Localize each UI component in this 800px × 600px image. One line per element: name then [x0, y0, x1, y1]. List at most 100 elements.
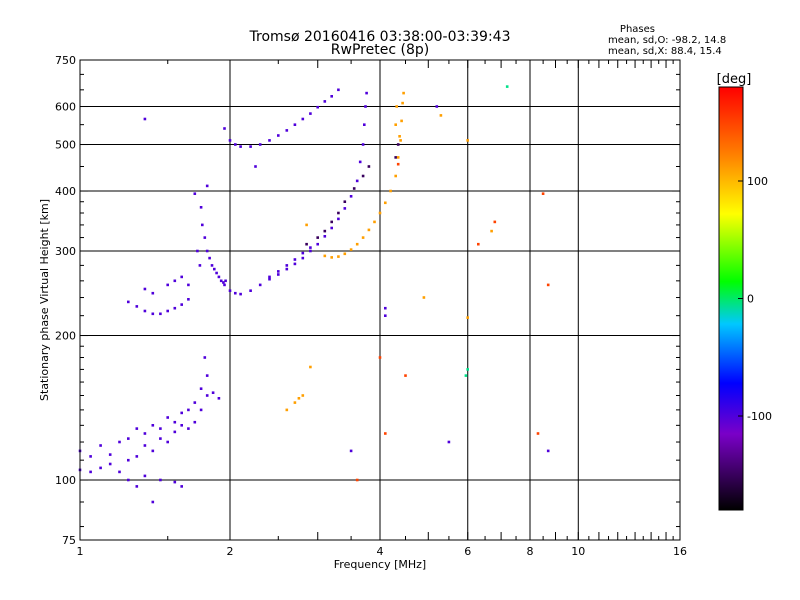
data-point — [198, 264, 202, 267]
data-point — [293, 123, 297, 126]
stats-line-o: mean, sd,O: -98.2, 14.8 — [608, 35, 726, 46]
data-point — [180, 411, 183, 415]
data-point — [309, 112, 312, 115]
data-point — [228, 289, 232, 292]
data-point — [384, 201, 387, 205]
colorbar-tick-label: 100 — [747, 175, 768, 188]
colorbar-label: [deg] — [717, 72, 752, 87]
data-point — [254, 165, 257, 168]
data-point — [180, 303, 183, 306]
data-point — [249, 289, 252, 292]
data-point — [349, 248, 353, 251]
data-point — [193, 192, 197, 195]
x-tick-label: 4 — [377, 545, 384, 558]
data-point — [222, 281, 225, 284]
data-point — [337, 255, 340, 258]
data-point — [210, 264, 214, 267]
data-point — [301, 117, 305, 121]
data-point — [159, 437, 162, 440]
data-point — [330, 226, 333, 230]
stats-heading: Phases — [620, 24, 655, 35]
data-point — [173, 420, 177, 424]
data-point — [301, 251, 305, 255]
data-point — [323, 100, 327, 103]
data-point — [268, 277, 271, 281]
data-point — [196, 249, 199, 253]
data-point — [330, 256, 333, 259]
data-point — [394, 156, 397, 159]
data-point — [143, 117, 147, 121]
data-point — [337, 217, 340, 221]
data-point — [180, 424, 183, 427]
data-point — [258, 283, 262, 287]
data-point — [166, 440, 169, 444]
data-point — [361, 143, 365, 146]
data-point — [337, 88, 340, 92]
data-point — [208, 256, 211, 260]
data-point — [180, 485, 183, 488]
data-point — [309, 246, 312, 249]
data-point — [536, 432, 540, 435]
data-point — [277, 270, 280, 273]
data-point — [363, 123, 366, 126]
data-point — [293, 258, 297, 261]
data-point — [135, 305, 139, 308]
data-point — [394, 174, 397, 178]
data-point — [330, 220, 333, 224]
data-point — [358, 160, 362, 164]
data-point — [217, 397, 221, 400]
data-point — [173, 306, 177, 310]
data-point — [217, 275, 221, 279]
data-point — [541, 192, 545, 195]
data-point — [108, 453, 112, 456]
data-point — [159, 312, 162, 316]
data-point — [135, 455, 139, 458]
data-point — [367, 228, 371, 232]
data-point — [99, 466, 102, 470]
data-point — [343, 207, 347, 210]
axis-ticks — [79, 59, 681, 541]
data-point — [364, 105, 367, 108]
chart-subtitle: RwPretec (8p) — [331, 42, 429, 58]
data-point — [127, 478, 130, 482]
data-point — [203, 356, 207, 359]
data-point — [323, 235, 327, 238]
plot-grid — [80, 60, 680, 540]
data-point — [205, 394, 209, 397]
data-point — [89, 455, 92, 458]
data-point — [316, 242, 319, 246]
stats-line-x: mean, sd,X: 88.4, 15.4 — [608, 46, 722, 57]
data-point — [447, 440, 451, 444]
data-point — [277, 273, 280, 276]
data-point — [399, 139, 402, 142]
data-point — [305, 242, 308, 246]
data-point — [378, 211, 382, 215]
data-point — [151, 291, 155, 295]
data-point — [389, 189, 392, 193]
data-point — [173, 480, 177, 484]
data-point — [285, 129, 289, 132]
x-tick-label: 8 — [527, 545, 534, 558]
x-tick-label: 6 — [464, 545, 471, 558]
data-point — [199, 387, 203, 390]
data-point — [396, 162, 400, 166]
data-point — [505, 85, 509, 88]
data-point — [234, 143, 237, 146]
data-point — [466, 368, 469, 371]
data-point — [224, 279, 227, 283]
data-point — [135, 427, 139, 430]
data-point — [166, 283, 169, 287]
data-point — [193, 420, 197, 424]
data-point — [223, 283, 226, 287]
data-point — [187, 298, 190, 301]
data-point — [395, 105, 398, 108]
data-point — [404, 374, 407, 377]
data-point — [234, 291, 237, 295]
data-point — [361, 174, 365, 178]
data-point — [384, 432, 387, 435]
data-point — [199, 408, 203, 412]
data-point — [127, 300, 130, 304]
data-point — [378, 356, 382, 359]
data-point — [355, 478, 359, 482]
